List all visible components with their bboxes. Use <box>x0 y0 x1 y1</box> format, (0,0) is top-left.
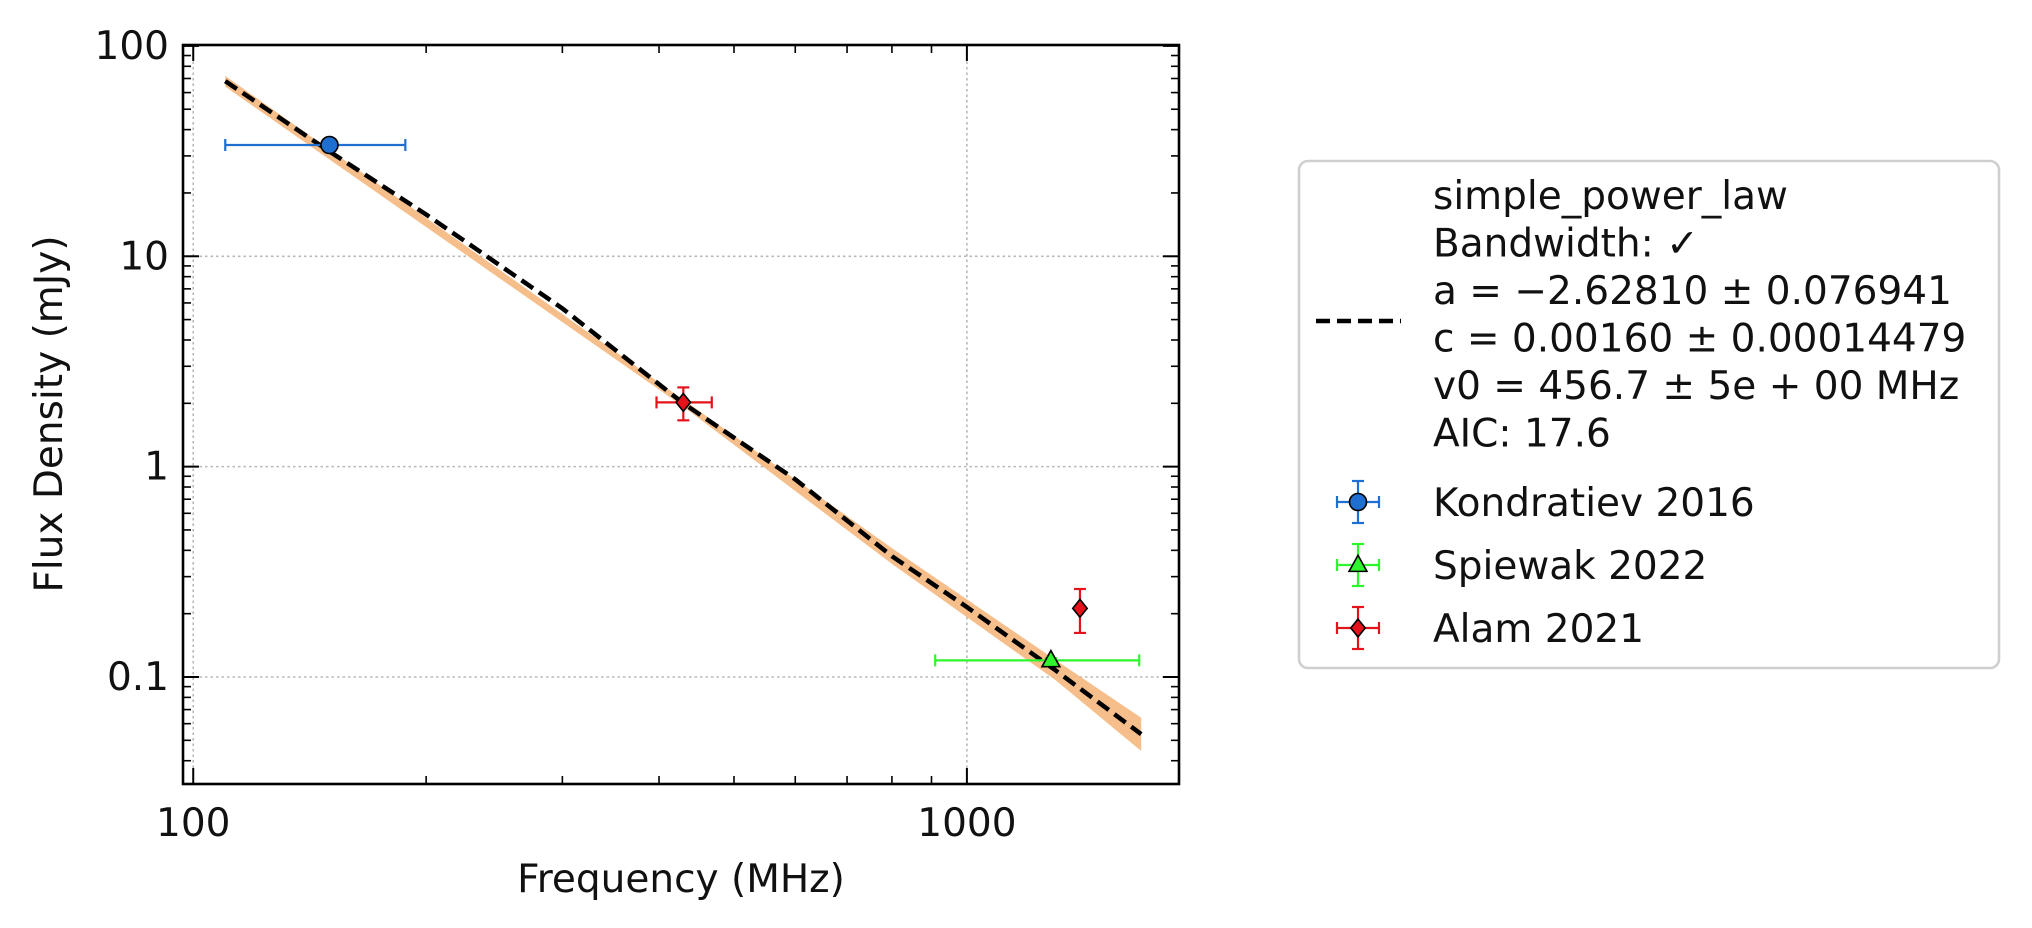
data-point-marker <box>1071 598 1089 619</box>
data-point-marker <box>1040 648 1062 668</box>
x-axis-label: Frequency (MHz) <box>517 857 845 902</box>
tick-labels: 100 1000 0.1 1 10 100 <box>95 24 1017 846</box>
legend-entry-spiewak-2022: Spiewak 2022 <box>1335 542 1707 589</box>
fit-band-area <box>225 75 1142 751</box>
legend-series-label: Alam 2021 <box>1433 607 1644 652</box>
legend-marker <box>1348 492 1368 512</box>
legend-fit-text-line: a = −2.62810 ± 0.076941 <box>1433 269 1952 314</box>
legend-fit-text-line: v0 = 456.7 ± 5e + 00 MHz <box>1433 364 1959 409</box>
y-tick-label: 0.1 <box>107 655 169 700</box>
y-axis-label: Flux Density (mJy) <box>27 235 72 592</box>
data-point-marker <box>675 392 692 413</box>
legend-entry-kondratiev-2016: Kondratiev 2016 <box>1335 479 1755 526</box>
y-tick-label: 100 <box>95 24 169 69</box>
legend-fit-text-line: c = 0.00160 ± 0.00014479 <box>1433 317 1966 362</box>
x-tick-label: 100 <box>156 801 230 846</box>
y-tick-label: 1 <box>144 445 169 490</box>
legend-box <box>1297 159 2001 670</box>
plot-frame <box>181 43 1181 786</box>
series-kondratiev-2016 <box>224 135 407 155</box>
series-spiewak-2022 <box>934 648 1141 668</box>
legend-fit-text-line: simple_power_law <box>1433 174 1788 219</box>
legend-series-label: Kondratiev 2016 <box>1433 481 1755 526</box>
series-alam-2021 <box>655 386 1089 635</box>
grid <box>183 45 1179 784</box>
y-tick-label: 10 <box>119 234 169 279</box>
legend-entry-alam-2021: Alam 2021 <box>1335 605 1644 652</box>
legend-fit-text-line: Bandwidth: ✓ <box>1433 222 1699 267</box>
legend-series-label: Spiewak 2022 <box>1433 544 1707 589</box>
legend-fit-text-line: AIC: 17.6 <box>1433 412 1611 457</box>
x-tick-label: 1000 <box>917 801 1016 846</box>
fit-uncertainty-band <box>225 75 1142 751</box>
axis-ticks <box>183 44 1179 784</box>
data-points <box>224 135 1141 668</box>
legend-marker <box>1347 553 1369 573</box>
legend-marker <box>1349 617 1367 639</box>
data-point-marker <box>320 135 339 155</box>
